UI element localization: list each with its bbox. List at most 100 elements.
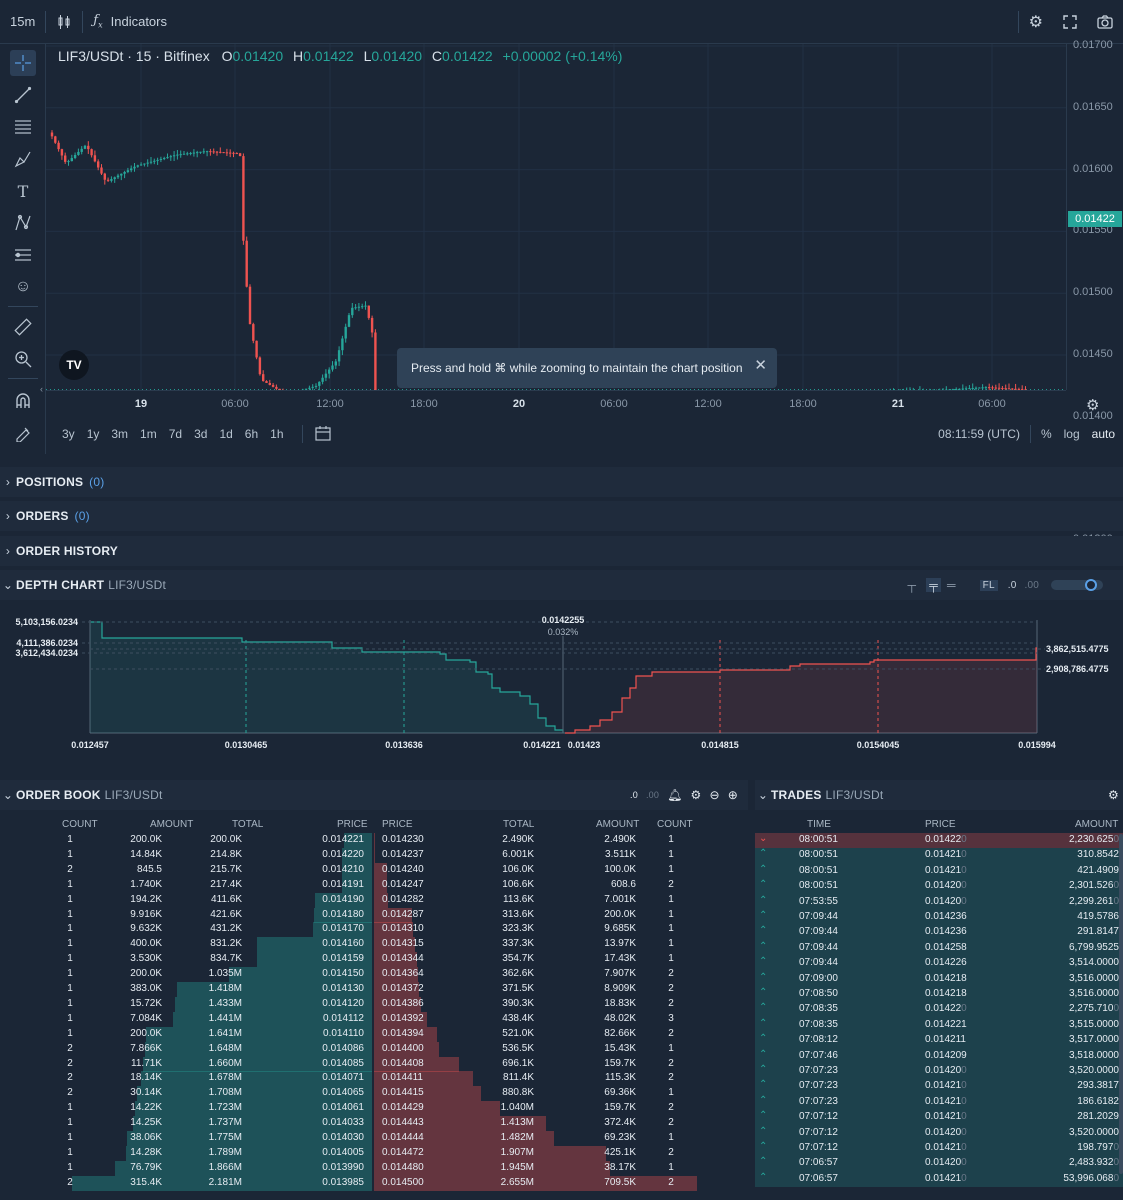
trade-row[interactable]: ⌃ 07:07:46 0.014209 3,518.0000: [755, 1048, 1123, 1064]
brush-icon[interactable]: [10, 146, 36, 172]
interval-selector[interactable]: 15m: [10, 14, 36, 29]
candles-icon[interactable]: [46, 0, 82, 44]
trade-row[interactable]: ⌃ 08:00:51 0.014210 421.4909: [755, 863, 1123, 880]
depth-line-icon[interactable]: ┬: [907, 578, 917, 592]
bid-row[interactable]: 1 383.0K 1.418M 0.014130: [0, 982, 748, 997]
magnet-icon[interactable]: [10, 388, 36, 414]
trade-row[interactable]: ⌃ 07:07:23 0.014210 293.3817: [755, 1079, 1123, 1095]
increase-precision-icon[interactable]: .00: [645, 790, 660, 800]
trend-line-icon[interactable]: [10, 82, 36, 108]
trade-row[interactable]: ⌃ 07:09:00 0.014218 3,516.0000: [755, 971, 1123, 987]
depth-zoom-slider[interactable]: [1051, 579, 1103, 591]
bid-row[interactable]: 1 14.22K 1.723M 0.014061: [0, 1101, 748, 1117]
ask-row[interactable]: 0.014344 354.7K 17.43K 1: [0, 952, 748, 968]
bell-icon[interactable]: 🔔︎: [667, 788, 683, 802]
ask-row[interactable]: 0.014415 880.8K 69.36K 1: [0, 1086, 748, 1102]
close-icon[interactable]: ✕: [754, 357, 767, 374]
trade-row[interactable]: ⌃ 07:08:50 0.014218 3,516.0000: [755, 987, 1123, 1003]
trade-row[interactable]: ⌃ 07:07:12 0.014210 281.2029: [755, 1110, 1123, 1126]
text-icon[interactable]: T: [17, 181, 29, 201]
depth-flat-icon[interactable]: ═: [946, 578, 956, 592]
trade-row[interactable]: ⌃ 07:09:44 0.014236 419.5786: [755, 910, 1123, 926]
trade-row[interactable]: ⌃ 07:07:23 0.014210 186.6182: [755, 1094, 1123, 1111]
bid-row[interactable]: 1 38.06K 1.775M 0.014030: [0, 1131, 748, 1146]
bid-row[interactable]: 1 7.084K 1.441M 0.014112: [0, 1011, 748, 1027]
trade-row[interactable]: ⌃ 07:08:12 0.014211 3,517.0000: [755, 1033, 1123, 1049]
bid-row[interactable]: 1 76.79K 1.866M 0.013990: [0, 1160, 748, 1176]
settings-icon[interactable]: ⚙: [690, 788, 702, 802]
orders-section[interactable]: › ORDERS (0): [0, 501, 1123, 531]
bid-row[interactable]: 1 3.530K 834.7K 0.014159: [0, 952, 748, 968]
ask-row[interactable]: 0.014429 1.040M 159.7K 2: [0, 1101, 748, 1117]
trade-row[interactable]: ⌃ 07:09:44 0.014236 291.8147: [755, 925, 1123, 941]
bid-row[interactable]: 1 200.0K 1.035M 0.014150: [0, 967, 748, 983]
ask-row[interactable]: 0.014444 1.482M 69.23K 1: [0, 1131, 748, 1146]
bid-row[interactable]: 1 194.2K 411.6K 0.014190: [0, 892, 748, 908]
bid-row[interactable]: 2 30.14K 1.708M 0.014065: [0, 1086, 748, 1102]
bid-row[interactable]: 1 1.740K 217.4K 0.014191: [0, 877, 748, 893]
increase-precision-icon[interactable]: .00: [1024, 579, 1039, 591]
bid-row[interactable]: 1 200.0K 1.641M 0.014110: [0, 1026, 748, 1042]
zoom-out-icon[interactable]: ⊖: [709, 788, 720, 802]
ask-row[interactable]: 0.014392 438.4K 48.02K 3: [0, 1011, 748, 1027]
fullscreen-icon[interactable]: [1053, 0, 1087, 44]
ask-row[interactable]: 0.014400 536.5K 15.43K 1: [0, 1041, 748, 1057]
range-button-3y[interactable]: 3y: [62, 427, 75, 441]
range-button-3d[interactable]: 3d: [194, 427, 208, 441]
range-button-6h[interactable]: 6h: [244, 427, 259, 441]
trade-row[interactable]: ⌄ 08:00:51 0.014220 2,230.6250: [755, 833, 1123, 849]
decrease-precision-icon[interactable]: .0: [1007, 579, 1017, 591]
ask-row[interactable]: 0.014443 1.413M 372.4K 2: [0, 1116, 748, 1132]
zoom-in-icon[interactable]: [10, 346, 36, 372]
depth-chart-header[interactable]: ⌄ DEPTH CHART LIF3/USDt ┬ ╤ ═ FL .0 .00: [0, 570, 1123, 600]
crosshair-icon[interactable]: [10, 50, 36, 76]
emoji-icon[interactable]: ☺: [14, 278, 32, 295]
positions-section[interactable]: › POSITIONS (0): [0, 467, 1123, 497]
bid-row[interactable]: 1 15.72K 1.433M 0.014120: [0, 996, 748, 1012]
depth-split-icon[interactable]: FL: [979, 579, 998, 591]
ask-row[interactable]: 0.014282 113.6K 7.001K 1: [0, 892, 748, 908]
bid-row[interactable]: 1 400.0K 831.2K 0.014160: [0, 937, 748, 953]
ask-row[interactable]: 0.014287 313.6K 200.0K 1: [0, 907, 748, 923]
bid-row[interactable]: 1 14.84K 214.8K 0.014220: [0, 847, 748, 863]
zoom-in-icon[interactable]: ⊕: [727, 788, 738, 802]
ask-row[interactable]: 0.014480 1.945M 38.17K 1: [0, 1160, 748, 1176]
trades-header[interactable]: ⌄ TRADES LIF3/USDt ⚙: [755, 780, 1123, 810]
calendar-icon[interactable]: [314, 425, 331, 444]
ask-row[interactable]: 0.014394 521.0K 82.66K 2: [0, 1026, 748, 1042]
bid-row[interactable]: 2 7.866K 1.648M 0.014086: [0, 1041, 748, 1057]
bid-row[interactable]: 2 315.4K 2.181M 0.013985: [0, 1175, 748, 1191]
trades-scrollbar[interactable]: [1119, 834, 1123, 1174]
decrease-precision-icon[interactable]: .0: [630, 790, 638, 800]
bid-row[interactable]: 1 14.25K 1.737M 0.014033: [0, 1116, 748, 1132]
ask-row[interactable]: 0.014500 2.655M 709.5K 2: [0, 1175, 748, 1191]
range-button-1h[interactable]: 1h: [270, 427, 284, 441]
trade-row[interactable]: ⌃ 08:00:51 0.014210 310.8542: [755, 848, 1123, 864]
collapse-toolbar-icon[interactable]: ‹: [40, 384, 43, 394]
percent-toggle[interactable]: %: [1040, 427, 1052, 441]
prediction-icon[interactable]: [10, 242, 36, 268]
ask-row[interactable]: 0.014237 6.001K 3.511K 1: [0, 847, 748, 863]
ask-row[interactable]: 0.014247 106.6K 608.6 2: [0, 877, 748, 893]
ask-row[interactable]: 0.014386 390.3K 18.83K 2: [0, 996, 748, 1012]
order-history-section[interactable]: › ORDER HISTORY: [0, 536, 1123, 566]
bid-row[interactable]: 1 9.916K 421.6K 0.014180: [0, 907, 748, 923]
ask-row[interactable]: 0.014364 362.6K 7.907K 2: [0, 967, 748, 983]
order-book-header[interactable]: ⌄ ORDER BOOK LIF3/USDt .0 .00 🔔︎ ⚙ ⊖ ⊕: [0, 780, 748, 810]
trade-row[interactable]: ⌃ 07:08:35 0.014221 3,515.0000: [755, 1017, 1123, 1034]
bid-row[interactable]: 2 18.14K 1.678M 0.014071: [0, 1071, 748, 1087]
trade-row[interactable]: ⌃ 07:09:44 0.014226 3,514.0000: [755, 956, 1123, 972]
ask-row[interactable]: 0.014315 337.3K 13.97K 1: [0, 937, 748, 953]
range-button-3m[interactable]: 3m: [111, 427, 129, 441]
settings-icon[interactable]: ⚙: [1108, 788, 1119, 802]
fib-retracement-icon[interactable]: [10, 114, 36, 140]
range-button-1m[interactable]: 1m: [140, 427, 157, 441]
ask-row[interactable]: 0.014411 811.4K 115.3K 2: [0, 1071, 748, 1087]
depth-step-icon[interactable]: ╤: [926, 578, 941, 592]
trade-row[interactable]: ⌃ 07:06:57 0.014200 2,483.9320: [755, 1156, 1123, 1172]
trade-row[interactable]: ⌃ 07:09:44 0.014258 6,799.9525: [755, 940, 1123, 957]
trade-row[interactable]: ⌃ 07:08:35 0.014220 2,275.7100: [755, 1002, 1123, 1018]
candlestick-plot[interactable]: [46, 44, 1066, 727]
trade-row[interactable]: ⌃ 08:00:51 0.014200 2,301.5260: [755, 879, 1123, 895]
trade-row[interactable]: ⌃ 07:07:12 0.014200 3,520.0000: [755, 1125, 1123, 1141]
